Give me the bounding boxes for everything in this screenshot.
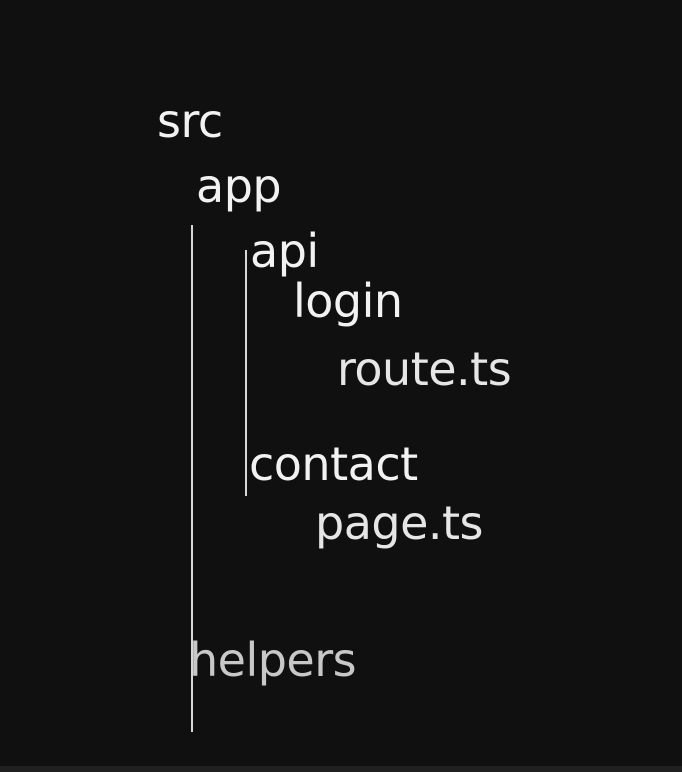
bottom-edge	[0, 766, 682, 772]
file-route-ts: route.ts	[337, 342, 512, 396]
folder-src: src	[157, 94, 223, 148]
folder-contact: contact	[249, 437, 418, 491]
api-guide-line	[245, 250, 247, 496]
folder-helpers: helpers	[189, 633, 357, 687]
folder-login: login	[293, 274, 403, 328]
app-guide-line	[191, 225, 193, 732]
file-page-ts: page.ts	[315, 496, 484, 550]
folder-app: app	[196, 159, 282, 213]
folder-api: api	[250, 224, 319, 278]
